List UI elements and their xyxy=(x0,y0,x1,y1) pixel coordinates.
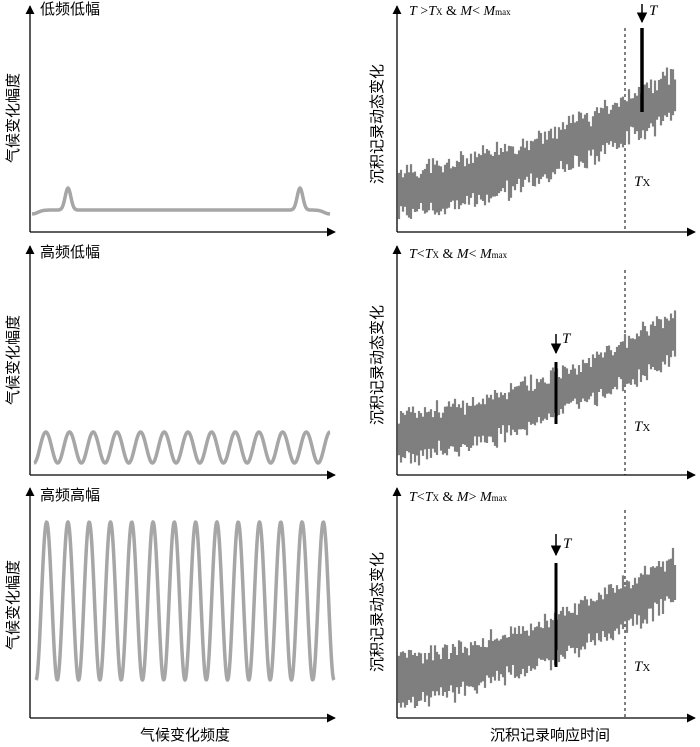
sediment-record xyxy=(397,310,677,466)
right-x-axis-label: 沉积记录响应时间 xyxy=(490,726,610,744)
right-panel-2: T T<TX & M< Mmax TX 沉积记录动态变化 xyxy=(368,245,696,480)
y-axis-label: 沉积记录动态变化 xyxy=(368,64,386,184)
right-panel-3: T T<TX & M> Mmax TX 沉积记录动态变化 xyxy=(368,487,696,723)
y-axis-label: 沉积记录动态变化 xyxy=(368,552,386,672)
y-axis-label: 气候变化幅度 xyxy=(4,73,22,163)
marker-label: T xyxy=(563,536,573,552)
y-axis-label: 沉积记录动态变化 xyxy=(368,305,386,425)
threshold-label: TX xyxy=(634,174,650,190)
left-x-axis-label: 气候变化频度 xyxy=(140,726,230,744)
right-panel-1: T T >TX & M< Mmax TX 沉积记录动态变化 xyxy=(368,3,696,237)
marker-label: T xyxy=(562,331,572,347)
marker-label: T xyxy=(649,3,659,19)
y-axis-label: 气候变化幅度 xyxy=(4,560,22,650)
left-panel-2: 高频低幅 气候变化幅度 xyxy=(4,243,336,480)
climate-curve xyxy=(34,520,336,682)
condition-label: T<TX & M< Mmax xyxy=(409,247,508,262)
sediment-record xyxy=(397,547,677,708)
panel-title: 高频低幅 xyxy=(40,243,100,261)
climate-curve xyxy=(31,186,331,216)
climate-curve xyxy=(32,430,332,465)
y-axis-label: 气候变化幅度 xyxy=(4,315,22,405)
threshold-label: TX xyxy=(634,419,650,435)
condition-label: T<TX & M> Mmax xyxy=(409,490,508,505)
left-panel-3: 高频高幅 气候变化幅度 xyxy=(4,486,336,723)
left-panel-1: 低频低幅 气候变化幅度 xyxy=(4,0,336,237)
panel-title: 高频高幅 xyxy=(40,486,100,504)
condition-label: T >TX & M< Mmax xyxy=(409,4,511,19)
sediment-record xyxy=(397,67,677,220)
panel-title: 低频低幅 xyxy=(40,0,100,18)
threshold-label: TX xyxy=(634,659,650,675)
